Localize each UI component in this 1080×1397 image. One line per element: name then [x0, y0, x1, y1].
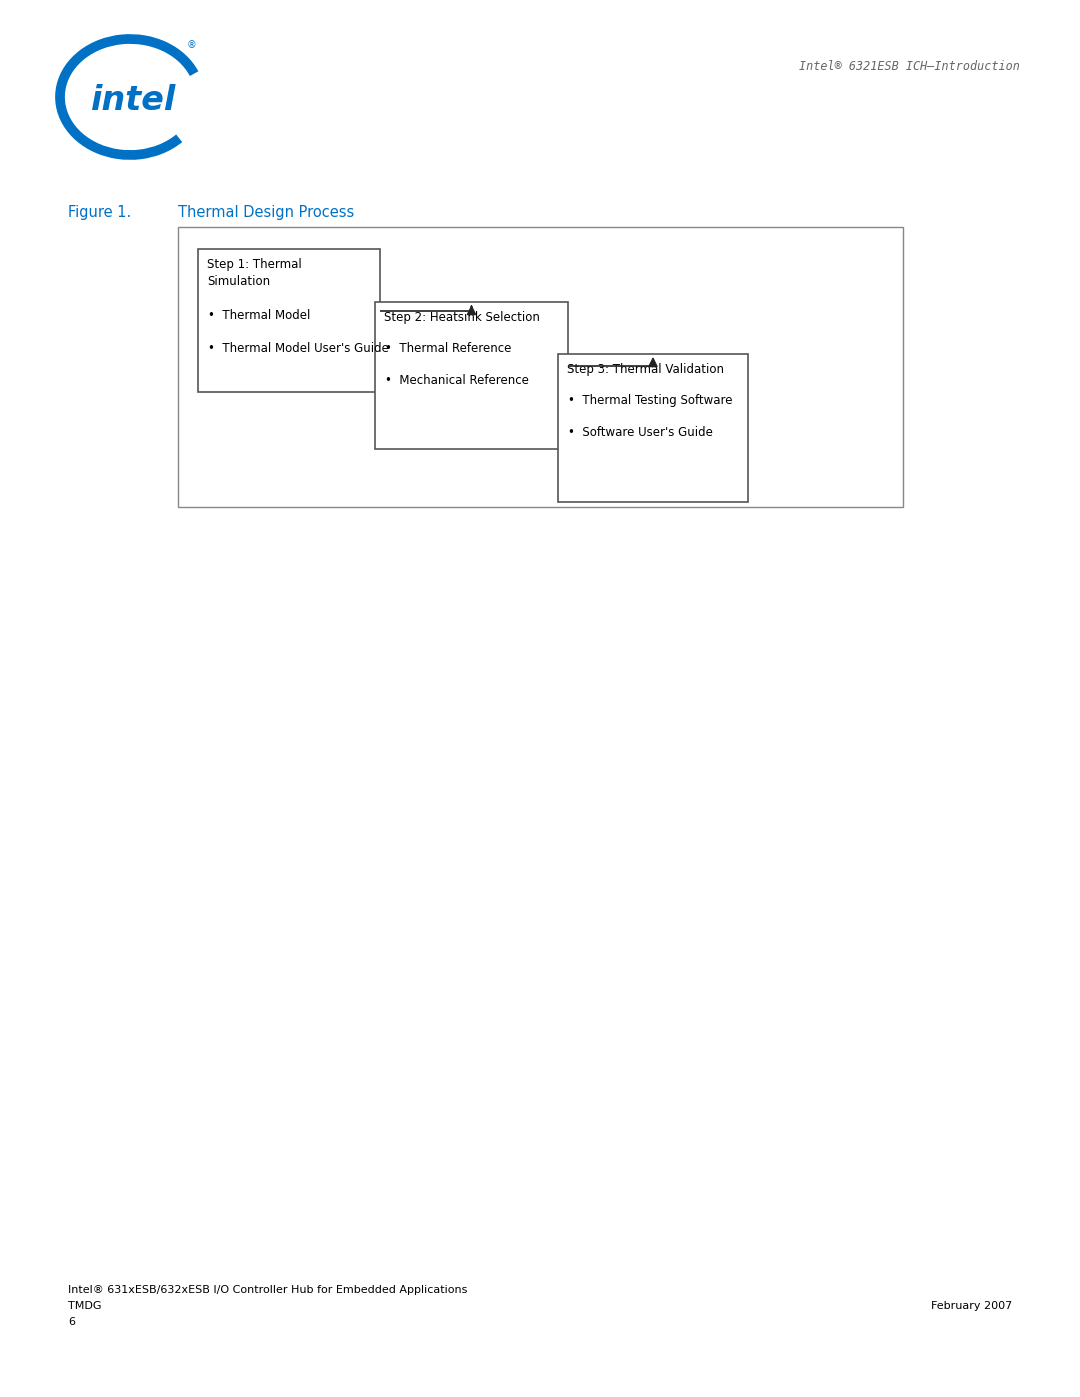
Text: Step 2: Heatsink Selection: Step 2: Heatsink Selection — [384, 312, 540, 324]
Text: Step 3: Thermal Validation: Step 3: Thermal Validation — [567, 363, 724, 376]
Text: intel: intel — [92, 84, 177, 117]
Bar — [178, 226, 903, 507]
Text: 6: 6 — [68, 1317, 75, 1327]
Text: •  Thermal Model: • Thermal Model — [208, 309, 310, 321]
Bar — [375, 302, 568, 448]
Text: •  Mechanical Reference: • Mechanical Reference — [384, 374, 529, 387]
Text: Intel® 6321ESB ICH—Introduction: Intel® 6321ESB ICH—Introduction — [799, 60, 1020, 73]
Text: •  Software User's Guide: • Software User's Guide — [568, 426, 713, 439]
Text: Thermal Design Process: Thermal Design Process — [178, 205, 354, 219]
Text: •  Thermal Testing Software: • Thermal Testing Software — [568, 394, 732, 407]
Text: TMDG: TMDG — [68, 1301, 102, 1310]
Text: •  Thermal Model User's Guide: • Thermal Model User's Guide — [208, 342, 389, 355]
Text: Figure 1.: Figure 1. — [68, 205, 132, 219]
Text: Intel® 631xESB/632xESB I/O Controller Hub for Embedded Applications: Intel® 631xESB/632xESB I/O Controller Hu… — [68, 1285, 468, 1295]
Text: •  Thermal Reference: • Thermal Reference — [384, 342, 511, 355]
Bar — [558, 353, 748, 502]
Text: February 2007: February 2007 — [931, 1301, 1012, 1310]
Text: ®: ® — [187, 41, 197, 50]
Text: Step 1: Thermal
Simulation: Step 1: Thermal Simulation — [207, 258, 301, 288]
Bar — [198, 249, 380, 393]
